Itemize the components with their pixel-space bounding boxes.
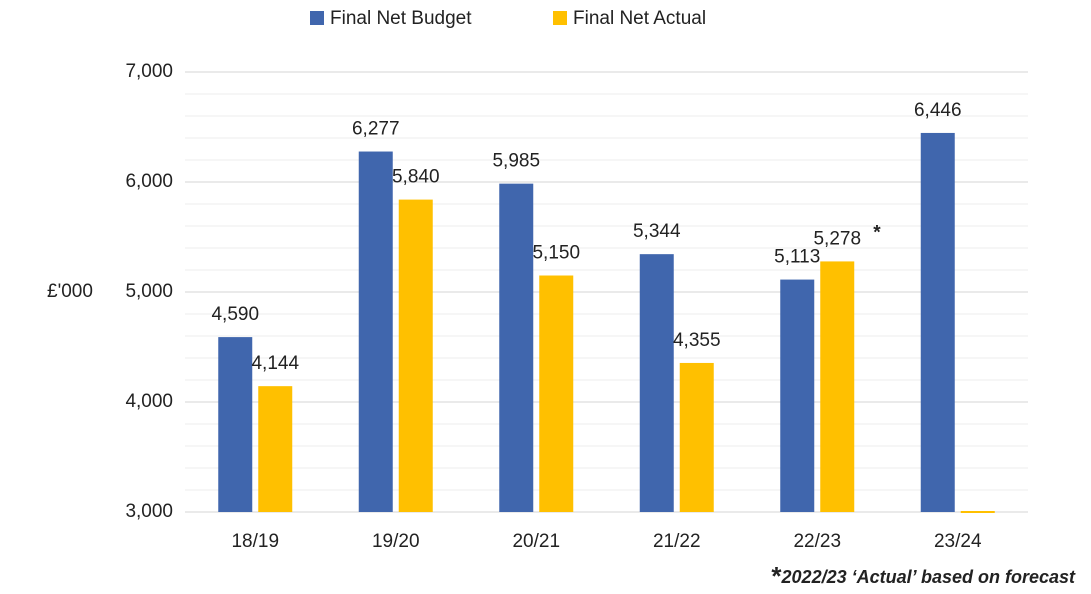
- bar: [258, 386, 293, 512]
- annotation: *: [873, 222, 881, 243]
- x-tick-label: 18/19: [231, 531, 279, 552]
- footnote-marker: *: [771, 561, 782, 591]
- value-label: 6,277: [352, 119, 400, 140]
- value-label: 5,985: [492, 151, 540, 172]
- bar: [920, 132, 955, 512]
- legend-swatch: [553, 11, 567, 25]
- bar: [679, 362, 714, 512]
- y-tick-label: 7,000: [125, 61, 173, 82]
- bar: [820, 261, 855, 512]
- y-axis-label: £'000: [47, 281, 93, 302]
- legend-label: Final Net Budget: [330, 8, 472, 29]
- value-label: 4,590: [211, 304, 259, 325]
- bar: [780, 279, 815, 512]
- bar: [398, 199, 433, 512]
- value-label: 5,278: [813, 228, 861, 249]
- x-tick-label: 23/24: [934, 531, 982, 552]
- value-label: 5,840: [392, 167, 440, 188]
- x-tick-label: 19/20: [372, 531, 420, 552]
- bar: [960, 511, 995, 513]
- y-tick-label: 4,000: [125, 391, 173, 412]
- legend-swatch: [310, 11, 324, 25]
- value-label: 6,446: [914, 100, 962, 121]
- value-label: 5,344: [633, 221, 681, 242]
- x-tick-label: 21/22: [653, 531, 701, 552]
- legend-label: Final Net Actual: [573, 8, 706, 29]
- bar: [358, 151, 393, 512]
- bar: [499, 183, 534, 512]
- value-label: 5,150: [532, 243, 580, 264]
- y-tick-label: 6,000: [125, 171, 173, 192]
- footnote-text: 2022/23 ‘Actual’ based on forecast: [781, 567, 1076, 587]
- x-tick-label: 22/23: [793, 531, 841, 552]
- bar: [218, 337, 253, 512]
- y-tick-label: 5,000: [125, 281, 173, 302]
- bar: [539, 275, 574, 512]
- footnote: *2022/23 ‘Actual’ based on forecast: [771, 561, 1076, 591]
- y-tick-label: 3,000: [125, 501, 173, 522]
- value-label: 5,113: [774, 247, 820, 268]
- bar: [639, 254, 674, 512]
- value-label: 4,144: [251, 353, 299, 374]
- value-label: 4,355: [673, 330, 721, 351]
- x-tick-label: 20/21: [512, 531, 560, 552]
